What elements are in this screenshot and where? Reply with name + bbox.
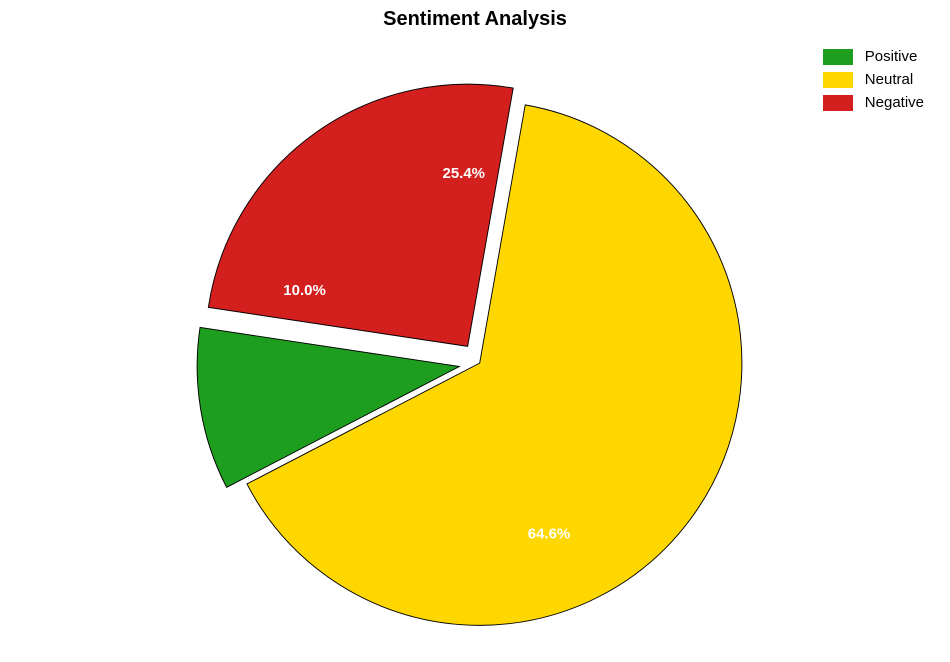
slice-label-negative: 25.4% [443, 165, 485, 182]
legend-swatch-negative [823, 95, 853, 111]
legend-label-negative: Negative [865, 94, 924, 111]
chart-title: Sentiment Analysis [0, 8, 950, 31]
legend-item-neutral: Neutral [823, 71, 924, 88]
slice-label-neutral: 64.6% [528, 525, 570, 542]
slice-label-positive: 10.0% [283, 282, 325, 299]
legend-label-positive: Positive [865, 48, 918, 65]
legend: Positive Neutral Negative [823, 48, 924, 117]
legend-swatch-positive [823, 49, 853, 65]
legend-item-negative: Negative [823, 94, 924, 111]
legend-item-positive: Positive [823, 48, 924, 65]
pie-slice-negative [208, 84, 513, 346]
legend-swatch-neutral [823, 72, 853, 88]
legend-label-neutral: Neutral [865, 71, 913, 88]
pie-chart: 64.6% 10.0% 25.4% [0, 40, 950, 660]
